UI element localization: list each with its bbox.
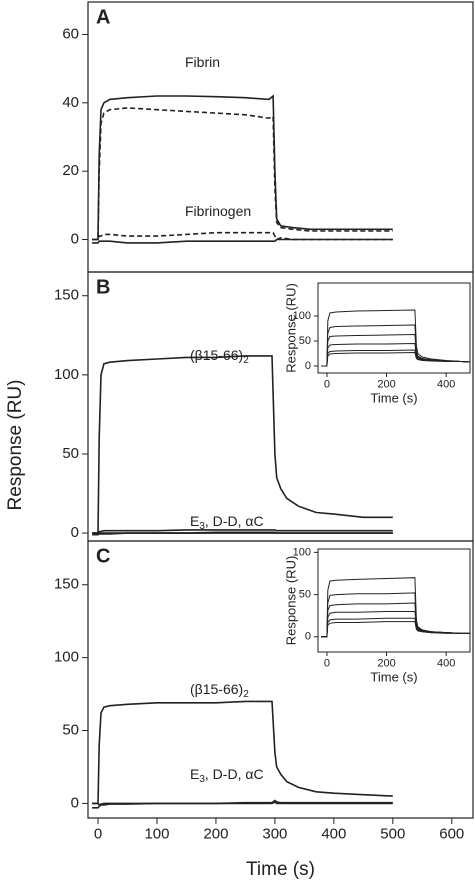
x-tick-label: 200 [377,379,395,391]
x-tick-label: 0 [94,825,102,842]
y-tick-label: 100 [293,310,311,322]
annotation: E3, D-D, αC [190,513,264,532]
y-tick-label: 0 [71,794,79,811]
data-line [92,801,393,809]
y-tick-label: 20 [62,162,79,179]
inset-background [318,283,470,373]
y-tick-label: 150 [54,287,79,304]
y-axis-label: Response (RU) [283,283,298,373]
x-tick-label: 600 [439,825,464,842]
annotation-text: E [190,513,199,529]
y-tick-label: 0 [305,631,311,643]
annotation-text: , D-D, αC [205,513,264,529]
y-tick-label: 50 [62,721,79,738]
annotation-subscript: 2 [243,355,249,366]
annotation-subscript: 2 [243,689,249,700]
x-tick-label: 0 [324,658,330,670]
annotation-text: (β15-66) [190,681,243,697]
y-tick-label: 50 [299,588,311,600]
x-axis-label: Time (s) [246,859,315,880]
x-tick-label: 400 [437,379,455,391]
plot-frame [87,540,474,819]
annotation: (β15-66)2 [190,681,249,700]
annotation: Fibrinogen [185,203,251,219]
data-line [92,238,393,244]
y-tick-label: 40 [62,94,79,111]
panel-label: B [96,276,110,298]
annotation-text: , D-D, αC [205,766,264,782]
data-line [321,617,470,638]
y-tick-label: 100 [54,366,79,383]
data-line [92,355,393,534]
inset-background [318,549,470,652]
annotation-text: Fibrin [185,54,220,70]
y-tick-label: 50 [62,445,79,462]
y-tick-label: 60 [62,25,79,42]
y-tick-label: 0 [305,360,311,372]
annotation-text: (β15-66) [190,347,243,363]
y-axis-label: Response (RU) [283,556,298,646]
panel-label: C [96,545,110,567]
y-axis-label: Response (RU) [5,380,26,511]
panel-label: A [96,6,110,28]
plot-frame [317,282,471,374]
y-tick-label: 100 [293,546,311,558]
data-line [92,531,393,536]
x-tick-label: 500 [380,825,405,842]
data-line [321,309,471,367]
x-tick-label: 300 [262,825,287,842]
data-line [321,351,471,367]
data-line [92,529,393,534]
x-tick-label: 400 [437,658,455,670]
data-line [92,107,393,241]
x-axis-label: Time (s) [370,390,417,405]
data-line [92,700,393,805]
annotation-text: E [190,766,199,782]
y-tick-label: 100 [54,649,79,666]
annotation-subscript: 3 [199,774,205,785]
annotation-text: Fibrinogen [185,203,251,219]
x-tick-label: 100 [144,825,169,842]
y-tick-label: 150 [54,576,79,593]
x-tick-label: 400 [321,825,346,842]
annotation: Fibrin [185,54,220,70]
y-tick-label: 0 [71,231,79,248]
x-tick-label: 200 [377,658,395,670]
annotation: (β15-66)2 [190,347,249,366]
data-line [92,231,393,241]
annotation-subscript: 3 [199,521,205,532]
y-tick-label: 0 [71,524,79,541]
annotation: E3, D-D, αC [190,766,264,785]
plot-frame [87,1,474,273]
data-line [321,621,470,638]
plot-frame [317,548,471,653]
x-axis-label: Time (s) [370,669,417,684]
y-tick-label: 50 [299,335,311,347]
data-line [92,94,393,241]
x-tick-label: 0 [324,379,330,391]
x-tick-label: 200 [203,825,228,842]
